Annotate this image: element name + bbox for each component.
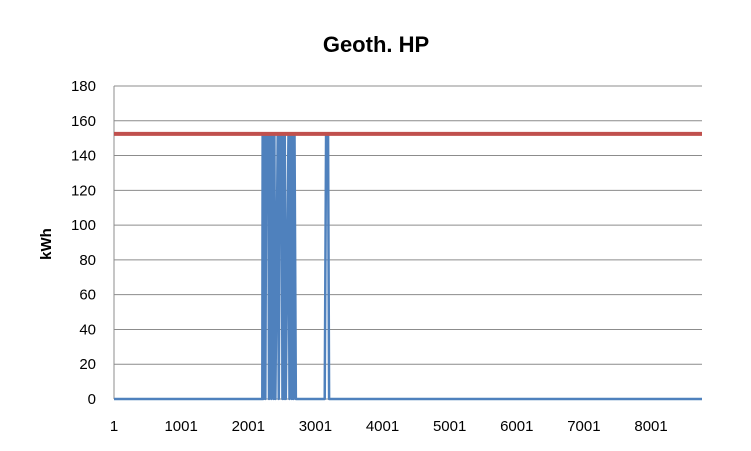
- y-tick-label: 100: [71, 217, 96, 234]
- y-tick-label: 20: [79, 356, 96, 373]
- y-tick-label: 40: [79, 321, 96, 338]
- x-tick-labels: 1 1001 2001 3001 4001 5001 6001 7001 8001: [110, 418, 668, 435]
- x-tick-label: 2001: [232, 418, 265, 435]
- y-tick-label: 0: [88, 391, 96, 408]
- y-tick-label: 160: [71, 113, 96, 130]
- x-tick-label: 4001: [366, 418, 399, 435]
- series-line-hourly: [114, 133, 702, 401]
- y-axis-label: kWh: [38, 228, 55, 260]
- y-tick-labels: 0 20 40 60 80 100 120 140 160 180: [71, 78, 96, 408]
- y-tick-label: 120: [71, 182, 96, 199]
- x-tick-label: 8001: [634, 418, 667, 435]
- x-tick-label: 3001: [299, 418, 332, 435]
- y-tick-label: 140: [71, 148, 96, 165]
- y-tick-label: 60: [79, 287, 96, 304]
- series-layer: [114, 131, 702, 401]
- chart-title: Geoth. HP: [323, 32, 429, 57]
- y-tick-label: 80: [79, 252, 96, 269]
- x-tick-label: 7001: [567, 418, 600, 435]
- x-tick-label: 5001: [433, 418, 466, 435]
- y-tick-label: 180: [71, 78, 96, 95]
- x-tick-label: 1001: [164, 418, 197, 435]
- x-tick-label: 6001: [500, 418, 533, 435]
- x-tick-label: 1: [110, 418, 118, 435]
